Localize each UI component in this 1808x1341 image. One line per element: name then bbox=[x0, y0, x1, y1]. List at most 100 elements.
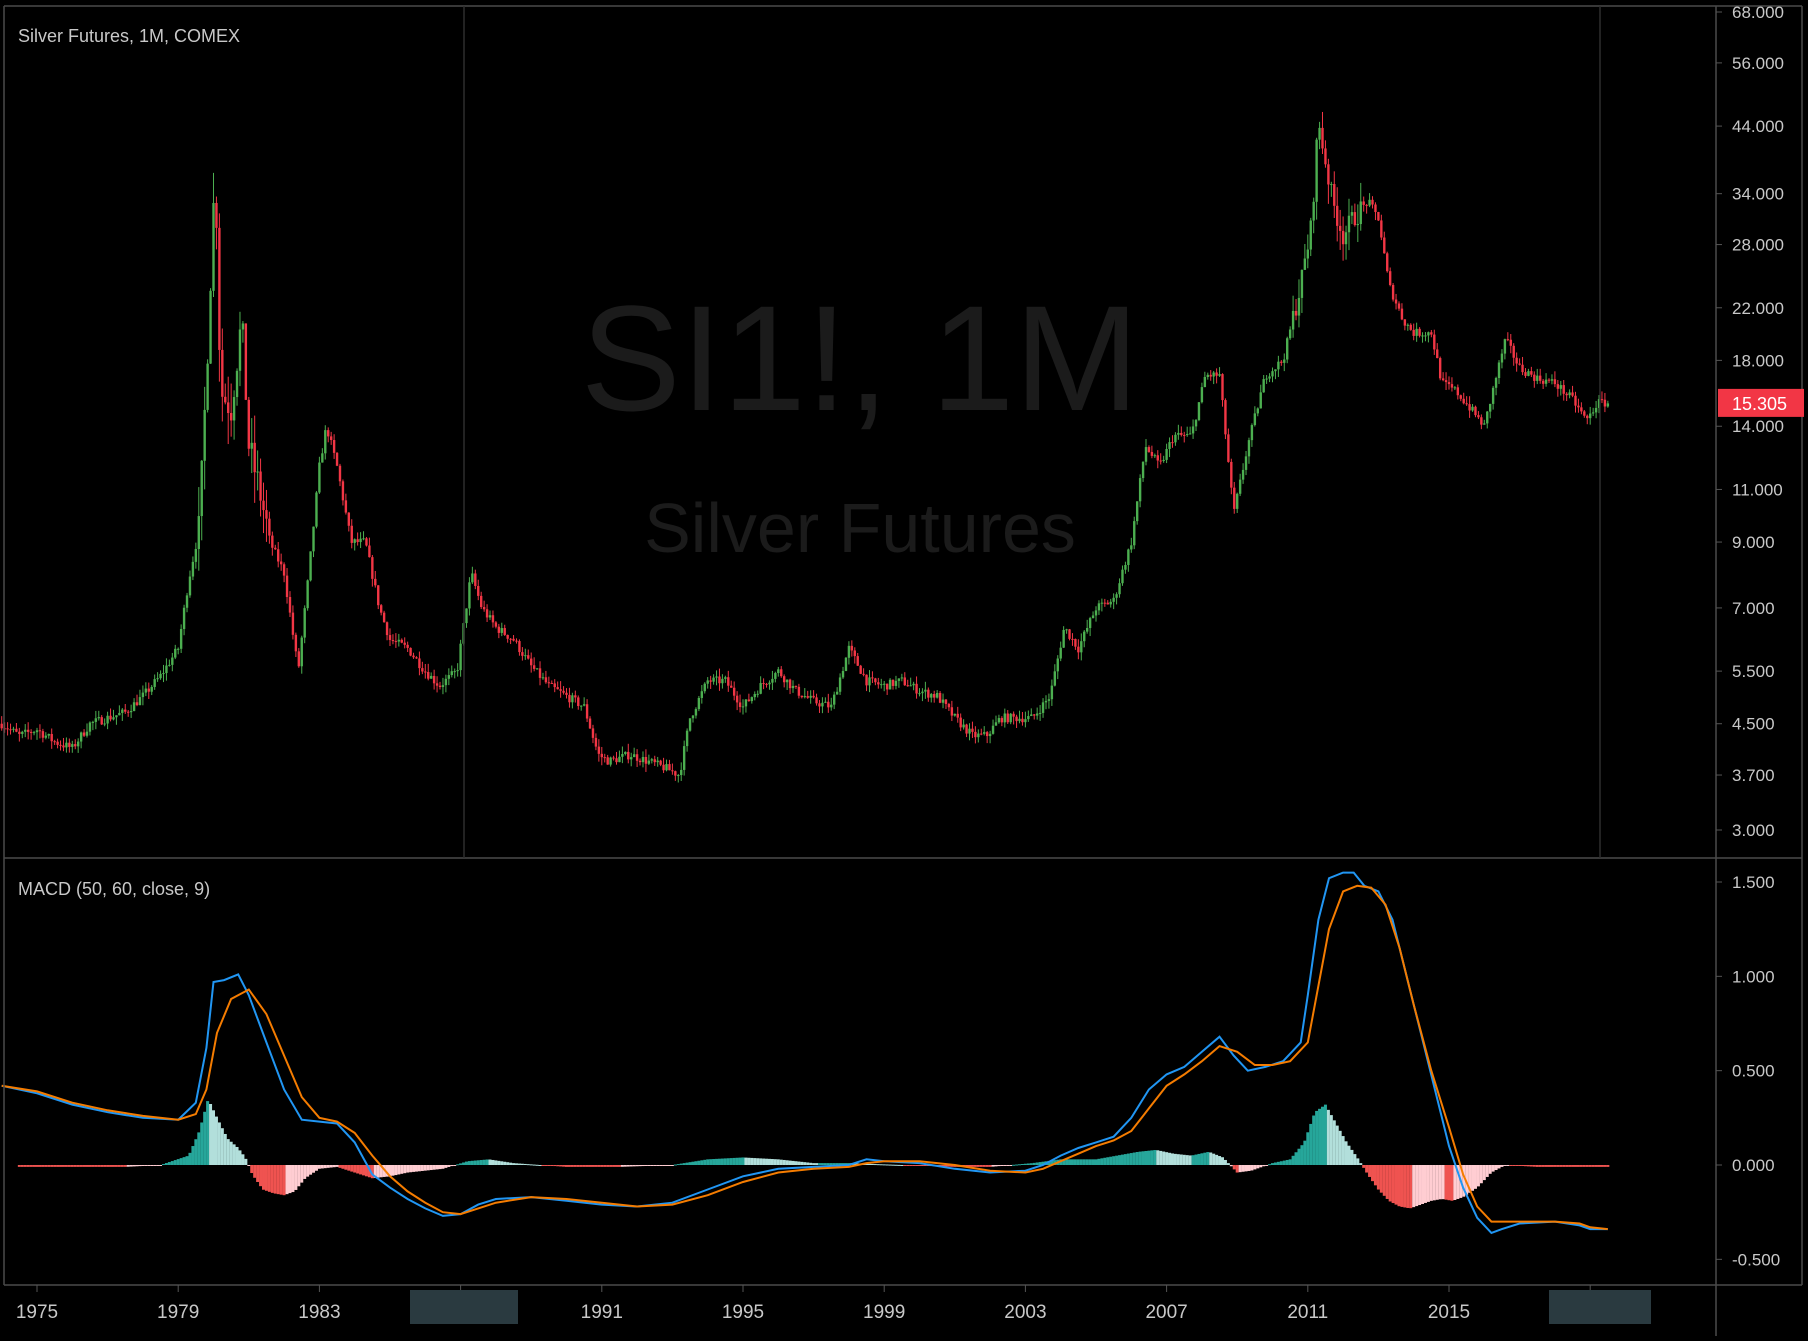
histogram-bar bbox=[706, 1159, 710, 1165]
candle-body bbox=[959, 717, 962, 728]
histogram-bar bbox=[320, 1165, 324, 1169]
histogram-bar bbox=[264, 1165, 268, 1191]
histogram-bar bbox=[147, 1165, 151, 1166]
candle-body bbox=[862, 673, 865, 675]
histogram-bar bbox=[991, 1165, 995, 1167]
histogram-bar bbox=[876, 1164, 880, 1166]
histogram-bar bbox=[659, 1165, 663, 1166]
candle-body bbox=[385, 622, 389, 636]
candle-body bbox=[830, 704, 833, 708]
candle-body bbox=[59, 744, 62, 746]
candle-body bbox=[429, 675, 433, 679]
histogram-bar bbox=[573, 1165, 577, 1167]
candle-body bbox=[409, 647, 412, 656]
candle-body bbox=[9, 729, 12, 731]
candle-body bbox=[1409, 324, 1412, 330]
histogram-bar bbox=[1435, 1165, 1439, 1200]
candle-body bbox=[724, 677, 727, 679]
histogram-bar bbox=[529, 1164, 533, 1166]
histogram-bar bbox=[41, 1165, 45, 1167]
candle-body bbox=[447, 675, 451, 679]
candle-body bbox=[1012, 713, 1015, 717]
candle-body bbox=[327, 430, 330, 437]
candle-body bbox=[624, 751, 627, 755]
candle-body bbox=[1512, 345, 1515, 358]
histogram-bar bbox=[1335, 1125, 1339, 1165]
candle-body bbox=[168, 664, 171, 666]
histogram-bar bbox=[241, 1154, 245, 1165]
histogram-bar bbox=[132, 1165, 136, 1167]
candle-body bbox=[88, 722, 92, 732]
histogram-bar bbox=[129, 1165, 133, 1167]
candle-body bbox=[1594, 407, 1598, 413]
histogram-bar bbox=[1268, 1164, 1272, 1166]
histogram-bar bbox=[1309, 1123, 1313, 1165]
histogram-bar bbox=[1065, 1159, 1069, 1165]
macd-axis[interactable]: 1.500 1.000 0.500 0.000 -0.500 bbox=[1716, 873, 1780, 1269]
histogram-bar bbox=[1303, 1140, 1307, 1165]
histogram-bar bbox=[1321, 1106, 1325, 1165]
histogram-bar bbox=[1579, 1165, 1583, 1167]
candle-body bbox=[362, 538, 365, 540]
histogram-bar bbox=[270, 1165, 274, 1193]
candle-body bbox=[1509, 339, 1512, 346]
candle-body bbox=[1483, 423, 1486, 425]
histogram-bar bbox=[1415, 1165, 1419, 1207]
candle-body bbox=[197, 516, 200, 549]
candle-body bbox=[453, 671, 456, 673]
histogram-bar bbox=[141, 1165, 145, 1166]
candle-body bbox=[603, 757, 606, 759]
histogram-bar bbox=[409, 1165, 413, 1173]
histogram-bar bbox=[279, 1165, 283, 1195]
histogram-bar bbox=[120, 1165, 124, 1167]
histogram-bar bbox=[1238, 1165, 1242, 1173]
histogram-bar bbox=[844, 1163, 848, 1165]
candle-body bbox=[235, 370, 239, 398]
candle-body bbox=[547, 682, 551, 684]
histogram-bar bbox=[1023, 1163, 1027, 1165]
candle-body bbox=[806, 696, 809, 698]
candle-body bbox=[1356, 224, 1360, 226]
histogram-bar bbox=[294, 1165, 298, 1190]
histogram-bar bbox=[556, 1165, 560, 1167]
candle-body bbox=[1297, 297, 1301, 316]
candle-body bbox=[174, 648, 177, 658]
candle-body bbox=[653, 759, 656, 763]
candle-body bbox=[400, 639, 403, 643]
candle-body bbox=[1571, 392, 1574, 396]
candle-body bbox=[309, 551, 312, 581]
candle-body bbox=[1453, 387, 1457, 389]
histogram-bar bbox=[700, 1160, 704, 1165]
histogram-bar bbox=[947, 1165, 951, 1167]
candle-body bbox=[377, 585, 380, 606]
histogram-bar bbox=[1591, 1165, 1595, 1167]
candle-body bbox=[121, 709, 124, 713]
candle-body bbox=[388, 635, 392, 641]
candle-body bbox=[509, 638, 512, 640]
histogram-bar bbox=[612, 1165, 616, 1167]
histogram-bar bbox=[376, 1165, 380, 1178]
candle-body bbox=[200, 460, 203, 517]
candle-body bbox=[1265, 378, 1268, 380]
histogram-bar bbox=[1185, 1155, 1189, 1165]
candle-body bbox=[1236, 493, 1239, 509]
histogram-bar bbox=[453, 1165, 457, 1166]
histogram-bar bbox=[197, 1132, 201, 1165]
candle-body bbox=[559, 689, 562, 691]
candle-body bbox=[391, 640, 395, 642]
histogram-bar bbox=[797, 1161, 801, 1165]
candle-body bbox=[1418, 328, 1421, 336]
histogram-bar bbox=[817, 1163, 821, 1165]
histogram-bar bbox=[794, 1161, 798, 1165]
histogram-bar bbox=[509, 1162, 513, 1165]
candle-body bbox=[741, 706, 745, 708]
price-axis[interactable]: 68.000 56.000 44.000 34.000 28.000 22.000 18.0… bbox=[1716, 3, 1784, 840]
histogram-bar bbox=[520, 1163, 524, 1165]
candle-body bbox=[1138, 478, 1142, 502]
histogram-bar bbox=[1465, 1165, 1469, 1195]
histogram-bar bbox=[673, 1164, 677, 1166]
candle-body bbox=[503, 628, 506, 635]
histogram-bar bbox=[1097, 1158, 1101, 1165]
histogram-bar bbox=[1488, 1165, 1492, 1174]
